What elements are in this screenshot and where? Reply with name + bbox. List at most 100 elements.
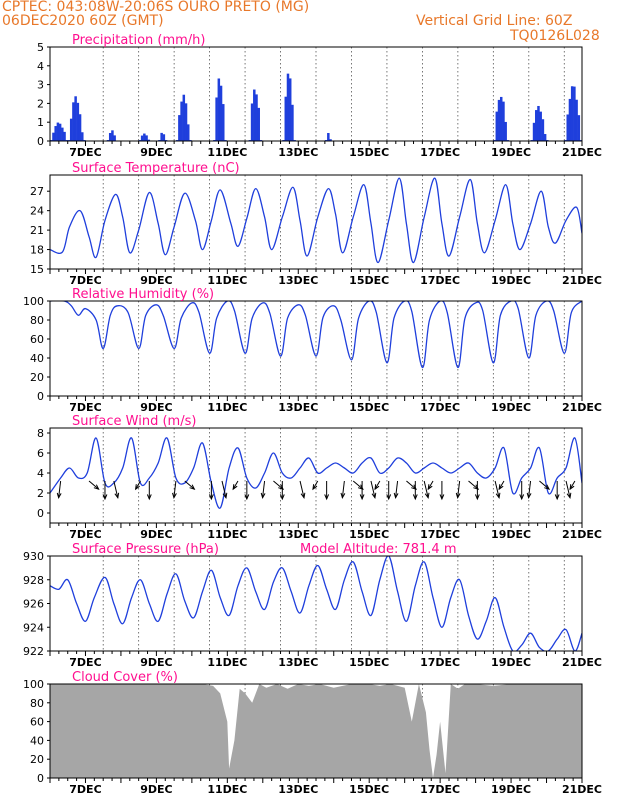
humidity-ytick-label: 80 (30, 314, 44, 327)
cloud-xtick-label: 13DEC (278, 783, 318, 796)
precip-ytick-label: 1 (37, 116, 44, 129)
precip-bar (78, 114, 82, 141)
cloud-xtick-label: 21DEC (562, 783, 602, 796)
precip-bar (52, 132, 55, 141)
pressure-ytick-label: 926 (23, 598, 44, 611)
precip-bar (69, 118, 73, 141)
precip-xtick-label: 13DEC (278, 146, 318, 159)
wind-arrow (273, 480, 284, 490)
wind-xtick-label: 9DEC (140, 528, 172, 541)
cloud-ytick-label: 60 (30, 716, 44, 729)
pressure-line (50, 556, 582, 651)
precip-bar (76, 102, 80, 141)
pressure-ytick-label: 924 (23, 621, 44, 634)
wind-arrow-head (56, 492, 62, 500)
precip-ytick-label: 3 (37, 79, 44, 92)
wind-arrow-head (424, 492, 430, 499)
precip-ytick-label: 0 (37, 135, 44, 148)
precip-bar (255, 94, 258, 141)
precip-bar (573, 86, 576, 141)
wind-arrow (370, 480, 376, 498)
wind-arrow-head (134, 484, 140, 491)
wind-arrow-head (324, 494, 330, 501)
cloud-area (50, 684, 582, 778)
precip-ytick-label: 2 (37, 97, 44, 110)
wind-arrow-head (411, 484, 418, 491)
precip-bar (504, 121, 507, 141)
wind-arrow (221, 480, 227, 498)
wind-arrow-head (427, 484, 433, 491)
precip-bar (535, 110, 538, 141)
wind-arrow-head (474, 494, 480, 501)
wind-arrow (565, 480, 571, 498)
wind-arrow (395, 480, 399, 498)
wind-arrow (528, 480, 532, 498)
wind-xtick-label: 13DEC (278, 528, 318, 541)
precip-bar (215, 97, 218, 141)
wind-xtick-label: 17DEC (420, 528, 460, 541)
wind-arrow (299, 480, 305, 498)
wind-arrow-head (455, 492, 461, 500)
wind-arrow (135, 480, 141, 490)
wind-arrow-head (498, 484, 504, 491)
precip-bar (286, 73, 290, 141)
pressure-title: Surface Pressure (hPa) (72, 542, 219, 557)
humidity-xtick-label: 15DEC (349, 401, 389, 414)
wind-arrow-head (386, 494, 392, 501)
precip-bar (543, 134, 547, 141)
cloud-ytick-label: 80 (30, 697, 44, 710)
wind-arrow-head (340, 492, 346, 500)
wind-arrow-head (114, 492, 120, 499)
precip-bar (575, 99, 578, 141)
precip-bar (250, 103, 254, 141)
wind-arrow-head (569, 484, 575, 491)
wind-ytick-label: 4 (37, 467, 44, 480)
wind-arrow-head (439, 494, 445, 501)
wind-arrow-head (244, 494, 250, 501)
pressure-ytick-label: 922 (23, 645, 44, 658)
humidity-xtick-label: 9DEC (140, 401, 172, 414)
pressure-annotation: Model Altitude: 781.4 m (300, 542, 457, 557)
wind-arrow (113, 480, 119, 498)
precip-bar (140, 135, 144, 141)
cloud-xtick-label: 11DEC (207, 783, 247, 796)
pressure-xtick-label: 15DEC (349, 656, 389, 669)
wind-arrow-head (544, 484, 551, 491)
wind-arrow-head (146, 494, 152, 501)
temp-xtick-label: 15DEC (349, 274, 389, 287)
precip-bar (566, 114, 569, 141)
model-code: TQ0126L028 (510, 28, 600, 44)
temp-ytick-label: 15 (30, 263, 44, 276)
precip-bar (497, 99, 501, 141)
precip-xtick-label: 17DEC (420, 146, 460, 159)
wind-ytick-label: 8 (37, 427, 44, 440)
temp-xtick-label: 11DEC (207, 274, 247, 287)
pressure-xtick-label: 21DEC (562, 656, 602, 669)
wind-ytick-label: 0 (37, 507, 44, 520)
precip-bar (253, 89, 256, 141)
temp-xtick-label: 9DEC (140, 274, 172, 287)
temp-ytick-label: 27 (30, 185, 44, 198)
precip-bar (72, 102, 75, 141)
pressure-xtick-label: 11DEC (207, 656, 247, 669)
precip-bar (162, 134, 166, 141)
precip-bar (329, 139, 332, 141)
wind-arrow-head (473, 484, 480, 491)
precip-xtick-label: 15DEC (349, 146, 389, 159)
humidity-line (50, 301, 582, 369)
wind-arrow (468, 480, 479, 490)
pressure-ytick-label: 930 (23, 550, 44, 563)
precip-bar (81, 132, 84, 141)
precip-ytick-label: 4 (37, 60, 44, 73)
wind-arrow-head (189, 484, 196, 491)
temp-xtick-label: 21DEC (562, 274, 602, 287)
wind-arrow (427, 480, 434, 490)
precip-bar (327, 133, 330, 141)
wind-ytick-label: 2 (37, 487, 44, 500)
wind-arrow-head (412, 494, 418, 501)
wind-xtick-label: 11DEC (207, 528, 247, 541)
wind-arrow (539, 480, 550, 490)
wind-ytick-label: 6 (37, 447, 44, 460)
precip-bar (568, 98, 572, 141)
precip-bar (143, 133, 146, 141)
